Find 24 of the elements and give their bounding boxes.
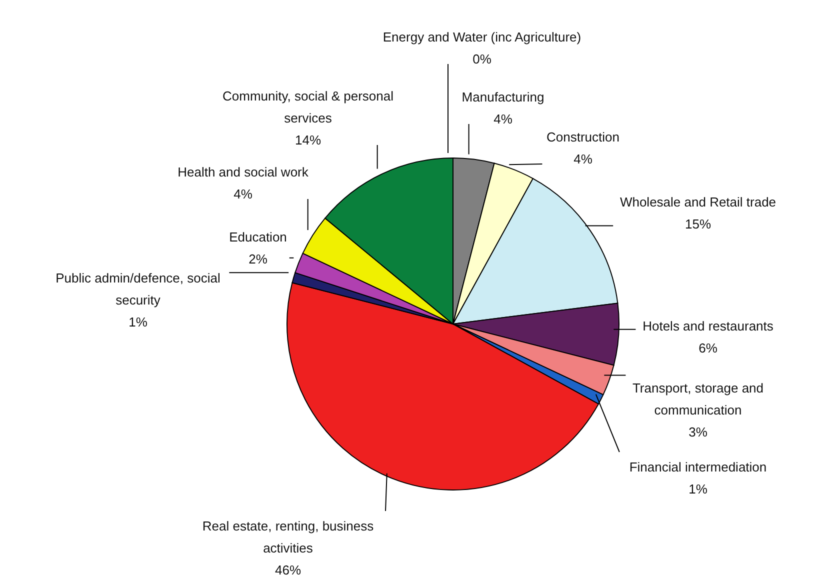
data-label: 3% xyxy=(688,424,708,440)
category-label: Energy and Water (inc Agriculture) xyxy=(382,30,582,44)
slice-label: Real estate, renting, business activities xyxy=(202,518,374,556)
slice-label: Wholesale and Retail trade xyxy=(620,194,776,210)
data-label: 46% xyxy=(274,562,302,578)
data-label: 15% xyxy=(684,216,712,232)
slice-label: Health and social work xyxy=(178,164,309,180)
data-label: 6% xyxy=(698,340,718,356)
slice-label: Transport, storage and communication xyxy=(632,380,764,418)
slice-label: Public admin/defence, social security xyxy=(56,270,220,308)
data-label: 4% xyxy=(574,152,593,166)
data-label: 2% xyxy=(248,252,268,266)
data-label: 14% xyxy=(294,132,322,148)
data-label: 4% xyxy=(234,186,253,202)
data-label: 1% xyxy=(688,482,708,496)
slice-label: Education xyxy=(229,230,287,244)
slice-label: Manufacturing xyxy=(462,90,544,104)
slice-label: Construction xyxy=(546,130,620,144)
data-label: 4% xyxy=(494,112,513,126)
slice-label: Financial intermediation xyxy=(629,460,767,474)
slice-label: Community, social & personal services xyxy=(222,88,394,126)
slice-label: Hotels and restaurants xyxy=(642,318,774,334)
text: 0% xyxy=(472,52,492,66)
data-label: 1% xyxy=(128,314,148,330)
